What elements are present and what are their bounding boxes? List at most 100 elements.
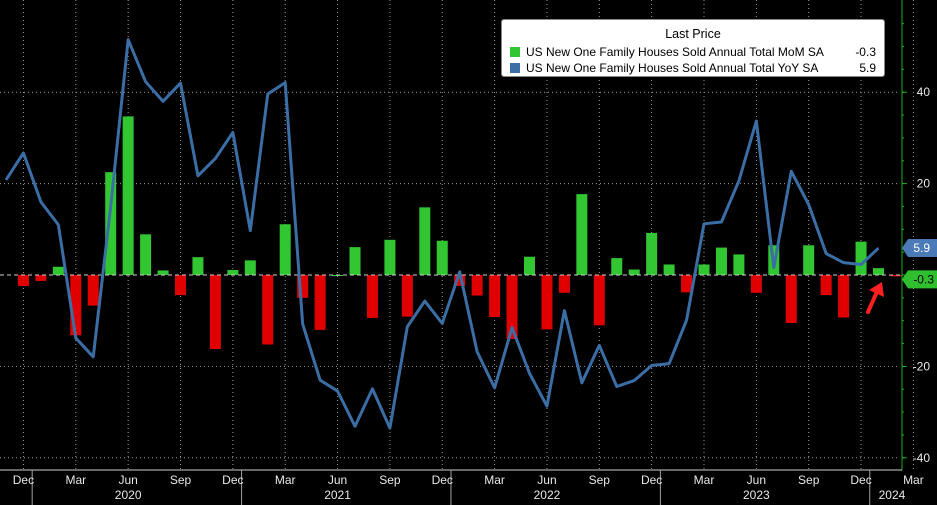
mom-bar [175, 275, 186, 296]
mom-bar [593, 275, 605, 326]
mom-bar [105, 172, 117, 275]
yoy-line [4, 38, 880, 430]
x-year-label: 2022 [534, 488, 561, 502]
axes [0, 0, 907, 505]
x-tick-label: Sep [589, 473, 611, 487]
legend-entry-mom: US New One Family Houses Sold Annual Tot… [510, 44, 876, 59]
mom-bar [663, 264, 675, 275]
legend-swatch-mom [510, 46, 520, 57]
mom-bar [489, 275, 501, 318]
mom-bar [122, 116, 134, 276]
x-tick-label: Sep [170, 473, 192, 487]
mom-bar [436, 240, 448, 275]
legend-value-mom: -0.3 [855, 44, 876, 59]
mom-bars [17, 116, 902, 350]
mom-bar [803, 245, 815, 275]
x-tick-label: Dec [222, 473, 243, 487]
mom-bar [17, 275, 29, 286]
yoy-value-badge-label: 5.9 [913, 241, 930, 255]
mom-bar [576, 194, 588, 275]
mom-bar [715, 247, 727, 275]
mom-bar [366, 275, 378, 318]
mom-bar [524, 256, 535, 275]
mom-bar [750, 275, 762, 293]
mom-bar [401, 275, 413, 317]
x-tick-label: Mar [484, 473, 505, 487]
mom-bar [558, 275, 570, 293]
mom-bar [506, 275, 518, 339]
mom-bar [262, 275, 274, 345]
x-tick-label: Dec [850, 473, 871, 487]
mom-bar [855, 241, 867, 275]
mom-bar [820, 275, 832, 296]
mom-bar [209, 275, 221, 350]
mom-bar [873, 268, 884, 275]
legend-entry-yoy: US New One Family Houses Sold Annual Tot… [510, 60, 876, 75]
red-arrow-icon [866, 292, 878, 314]
mom-value-badge [902, 270, 937, 289]
x-tick-label: Jun [328, 473, 347, 487]
mom-bar [454, 275, 466, 286]
x-tick-label: Dec [432, 473, 453, 487]
legend: Last Price US New One Family Houses Sold… [501, 19, 885, 77]
mom-bar [297, 275, 309, 298]
x-year-label: 2023 [743, 488, 770, 502]
x-year-label: 2021 [324, 488, 351, 502]
y-tick-label: 40 [917, 85, 931, 99]
mom-bar [227, 269, 239, 275]
mom-bar [890, 275, 902, 277]
x-tick-label: Dec [13, 473, 34, 487]
mom-bar [384, 239, 396, 275]
mom-bar [35, 275, 47, 281]
yoy-series-line [4, 38, 880, 430]
x-tick-label: Sep [379, 473, 401, 487]
legend-name-yoy: US New One Family Houses Sold Annual Tot… [526, 60, 819, 75]
mom-bar [681, 275, 693, 293]
mom-bar [52, 266, 64, 275]
yoy-value-badge [902, 239, 937, 258]
mom-bar [157, 270, 169, 275]
x-tick-label: Jun [537, 473, 556, 487]
x-tick-label: Jun [118, 473, 137, 487]
mom-bar [785, 275, 797, 323]
mom-bar [244, 260, 256, 275]
mom-bar [419, 207, 431, 275]
x-year-label: 2020 [115, 488, 142, 502]
last-value-badges: 5.9 -0.3 [902, 239, 937, 289]
x-tick-label: Mar [903, 473, 924, 487]
mom-bar [279, 224, 291, 275]
x-tick-label: Mar [65, 473, 86, 487]
mom-bar [70, 275, 82, 336]
y-tick-label: -20 [913, 359, 931, 373]
mom-bar [471, 275, 483, 296]
mom-bar [838, 275, 850, 318]
legend-swatch-yoy [510, 62, 520, 73]
x-tick-label: Sep [798, 473, 820, 487]
mom-bar [646, 232, 658, 275]
red-arrow-head-icon [869, 282, 884, 297]
mom-bar [628, 269, 640, 275]
mom-bar [698, 264, 710, 275]
legend-title: Last Price [665, 27, 721, 41]
mom-bar [733, 254, 745, 275]
x-tick-label: Dec [641, 473, 662, 487]
callout-arrow [866, 282, 884, 314]
mom-bar [611, 258, 623, 275]
mom-bar [314, 275, 326, 330]
tick-labels: -40-2002040DecMarJunSepDecMarJunSepDecMa… [13, 85, 931, 502]
legend-value-yoy: 5.9 [859, 60, 876, 75]
mom-bar [192, 257, 204, 275]
x-year-label: 2024 [879, 488, 906, 502]
x-tick-label: Mar [694, 473, 715, 487]
x-tick-label: Mar [275, 473, 296, 487]
legend-name-mom: US New One Family Houses Sold Annual Tot… [526, 44, 824, 59]
mom-bar [87, 275, 99, 306]
mom-bar [541, 275, 553, 330]
x-tick-label: Jun [747, 473, 766, 487]
mom-value-badge-label: -0.3 [913, 272, 934, 286]
y-tick-label: -40 [913, 451, 931, 465]
mom-bar [140, 234, 152, 275]
y-tick-label: 20 [917, 177, 931, 191]
